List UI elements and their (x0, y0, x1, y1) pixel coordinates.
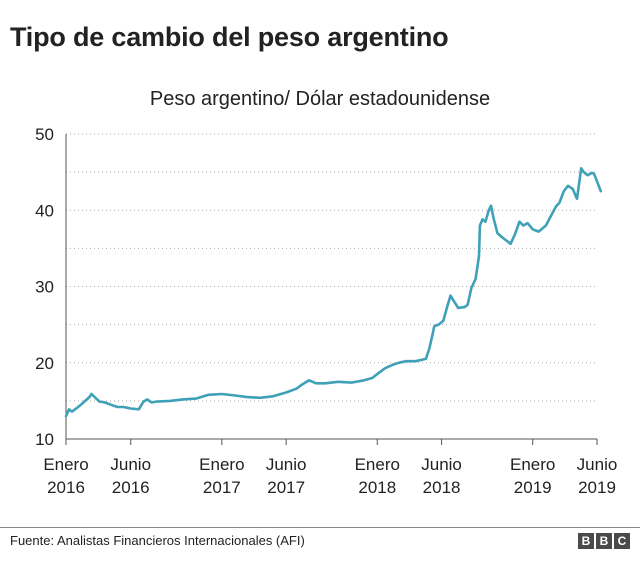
y-tick-label: 10 (35, 430, 54, 449)
x-tick-label: 2017 (267, 478, 305, 497)
grid-lines (66, 133, 597, 402)
x-tick-label: Enero (510, 455, 555, 474)
x-tick-label: Junio (266, 455, 307, 474)
y-tick-label: 40 (35, 201, 54, 220)
bbc-logo-letter: B (578, 533, 594, 549)
x-tick-label: 2018 (423, 478, 461, 497)
x-tick-label: Enero (43, 455, 88, 474)
x-tick-label: 2019 (514, 478, 552, 497)
x-tick-label: 2017 (203, 478, 241, 497)
chart-title: Tipo de cambio del peso argentino (10, 22, 449, 52)
bbc-logo-letter: B (596, 533, 612, 549)
x-tick-label: 2016 (112, 478, 150, 497)
x-tick-label: Junio (110, 455, 151, 474)
y-tick-label: 30 (35, 278, 54, 297)
y-tick-label: 50 (35, 125, 54, 144)
x-tick-label: Junio (421, 455, 462, 474)
chart-subtitle: Peso argentino/ Dólar estadounidense (149, 88, 491, 110)
x-tick-label: 2018 (358, 478, 396, 497)
x-tick-label: 2019 (578, 478, 616, 497)
axes (65, 134, 597, 440)
bbc-logo-letter: C (614, 533, 630, 549)
x-tick-label: Enero (355, 455, 400, 474)
y-tick-labels: 10 20 30 40 50 (35, 125, 54, 449)
y-tick-label: 20 (35, 354, 54, 373)
x-tick-label: 2016 (47, 478, 85, 497)
series-group (64, 167, 603, 418)
bbc-logo: B B C (578, 533, 630, 549)
x-tick-label: Enero (199, 455, 244, 474)
exchange-rate-line (64, 167, 603, 418)
x-ticks: Enero 2016 Junio 2016 Enero 2017 Junio 2017 Ener… (43, 439, 617, 497)
x-tick-label: Junio (577, 455, 618, 474)
footer-divider (0, 527, 640, 528)
source-note: Fuente: Analistas Financieros Internacio… (10, 533, 305, 548)
